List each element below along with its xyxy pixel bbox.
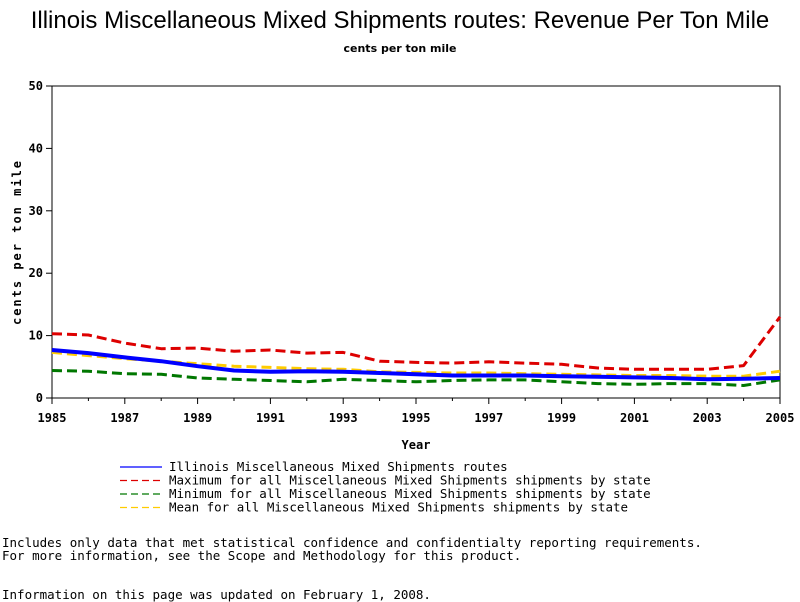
plot-frame (51, 85, 781, 399)
legend-label-3: Mean for all Miscellaneous Mixed Shipmen… (169, 500, 628, 515)
y-tick-label: 10 (29, 329, 43, 343)
x-tick-label: 1995 (402, 411, 431, 425)
y-tick-label: 0 (36, 391, 43, 405)
x-tick-label: 1985 (38, 411, 67, 425)
x-tick-label: 1993 (329, 411, 358, 425)
y-axis-label: cents per ton mile (10, 159, 24, 325)
x-tick-label: 1997 (474, 411, 503, 425)
x-tick-label: 2001 (620, 411, 649, 425)
x-tick-label: 1991 (256, 411, 285, 425)
chart-subtitle: cents per ton mile (344, 42, 457, 55)
updated-note: Information on this page was updated on … (2, 587, 431, 602)
y-tick-label: 50 (29, 79, 43, 93)
x-tick-label: 2005 (766, 411, 795, 425)
y-tick-label: 20 (29, 266, 43, 280)
plot-area: 0 10 20 30 40 50 1985 1987 1989 1991 1993 1995 1997 1… (29, 79, 795, 425)
series-line-2 (51, 369, 781, 387)
methodology-note: For more information, see the Scope and … (2, 548, 522, 563)
legend: Illinois Miscellaneous Mixed Shipments r… (120, 459, 651, 515)
y-tick-label: 30 (29, 204, 43, 218)
legend-label-2: Minimum for all Miscellaneous Mixed Ship… (169, 486, 651, 501)
series-line-1 (51, 316, 782, 371)
x-tick-label: 2003 (693, 411, 722, 425)
series-line-0 (51, 348, 781, 382)
x-tick-label: 1987 (110, 411, 139, 425)
chart-title: Illinois Miscellaneous Mixed Shipments r… (31, 7, 770, 34)
confidence-note: Includes only data that met statistical … (2, 535, 702, 550)
legend-label-0: Illinois Miscellaneous Mixed Shipments r… (169, 459, 508, 474)
revenue-chart: Illinois Miscellaneous Mixed Shipments r… (10, 7, 795, 515)
x-tick-label: 1999 (547, 411, 576, 425)
legend-label-1: Maximum for all Miscellaneous Mixed Ship… (169, 473, 651, 488)
y-tick-label: 40 (29, 141, 43, 155)
x-tick-label: 1989 (183, 411, 212, 425)
x-axis-label: Year (402, 438, 431, 452)
